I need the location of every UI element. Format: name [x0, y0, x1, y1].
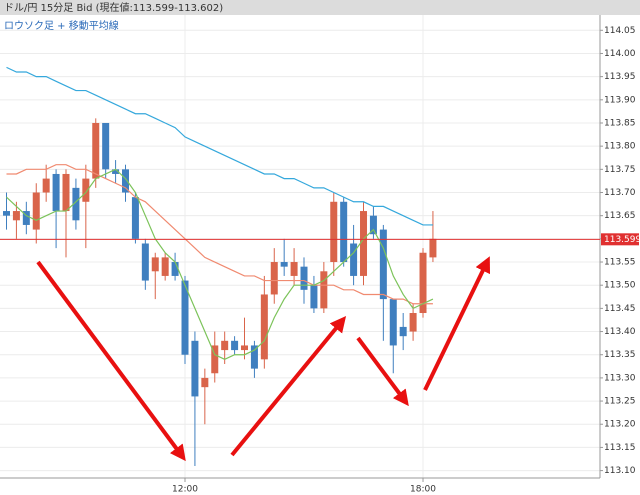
y-tick-label: 113.10: [604, 466, 636, 476]
y-tick-label: 113.50: [604, 281, 636, 291]
y-tick-label: 113.25: [604, 397, 636, 407]
candle-body: [250, 345, 258, 369]
candle-body: [92, 122, 100, 179]
candle-body: [181, 280, 189, 355]
candle-body: [52, 173, 60, 212]
x-tick-label: 12:00: [172, 485, 198, 495]
y-tick-label: 113.65: [604, 211, 636, 221]
candle-body: [320, 271, 328, 309]
annotation-arrows: [36, 256, 491, 462]
y-tick-label: 113.20: [604, 420, 636, 430]
y-tick-label: 113.70: [604, 188, 636, 198]
y-tick-label: 113.75: [604, 165, 636, 175]
candle-body: [42, 178, 50, 193]
candle-body: [171, 262, 179, 276]
candle-body: [12, 211, 20, 221]
chart-title: ドル/円 15分足 Bid (現在値:113.599-113.602): [4, 1, 223, 14]
moving-average-line: [6, 164, 433, 305]
y-tick-label: 113.55: [604, 258, 636, 268]
candle-body: [241, 345, 249, 351]
candle-body: [360, 211, 368, 276]
candle-body: [270, 262, 278, 295]
y-tick-label: 113.80: [604, 142, 636, 152]
candle-body: [310, 285, 318, 309]
candle-body: [369, 215, 377, 235]
moving-average-line: [6, 168, 434, 361]
y-tick-label: 113.90: [604, 95, 636, 105]
y-tick-label: 113.30: [604, 373, 636, 383]
current-price-label: 113.599: [604, 235, 640, 245]
y-tick-label: 113.35: [604, 350, 636, 360]
y-tick-label: 113.40: [604, 327, 636, 337]
candle-body: [22, 211, 30, 225]
candle-body: [122, 169, 130, 193]
header-bar: [0, 0, 640, 15]
y-tick-label: 114.00: [604, 49, 636, 59]
candle-body: [399, 326, 407, 337]
current-price-box: [601, 233, 639, 246]
candle-body: [429, 238, 437, 258]
candle-body: [141, 243, 149, 281]
candle-body: [409, 313, 417, 332]
candle-body: [290, 262, 298, 276]
candle-body: [3, 211, 10, 216]
candle-body: [221, 340, 229, 351]
candle-body: [211, 345, 219, 374]
y-tick-label: 113.95: [604, 72, 636, 82]
candle-body: [350, 243, 358, 276]
y-tick-label: 114.05: [604, 26, 636, 36]
candle-body: [191, 340, 199, 397]
y-tick-label: 113.85: [604, 118, 636, 128]
candle-body: [300, 266, 308, 290]
candle-body: [280, 262, 288, 267]
candle-body: [112, 169, 120, 174]
candle-body: [72, 187, 80, 221]
candle-body: [102, 122, 110, 170]
candle-body: [379, 229, 387, 300]
candle-body: [131, 197, 139, 239]
candle-body: [260, 294, 268, 360]
candle-body: [340, 201, 348, 263]
candle-body: [161, 257, 169, 276]
candle-body: [32, 192, 40, 230]
moving-average-line: [6, 66, 433, 226]
candle-body: [82, 178, 90, 202]
candle-body: [389, 299, 397, 346]
chart-subtitle: ロウソク足 + 移動平均線: [4, 19, 119, 32]
candle-body: [151, 257, 159, 272]
y-tick-label: 113.45: [604, 304, 636, 314]
candle-body: [62, 173, 70, 212]
x-tick-label: 18:00: [410, 485, 436, 495]
candle-body: [231, 340, 239, 351]
y-tick-label: 113.15: [604, 443, 636, 453]
candle-body: [419, 252, 427, 314]
candle-body: [201, 377, 209, 388]
candle-body: [330, 201, 338, 263]
